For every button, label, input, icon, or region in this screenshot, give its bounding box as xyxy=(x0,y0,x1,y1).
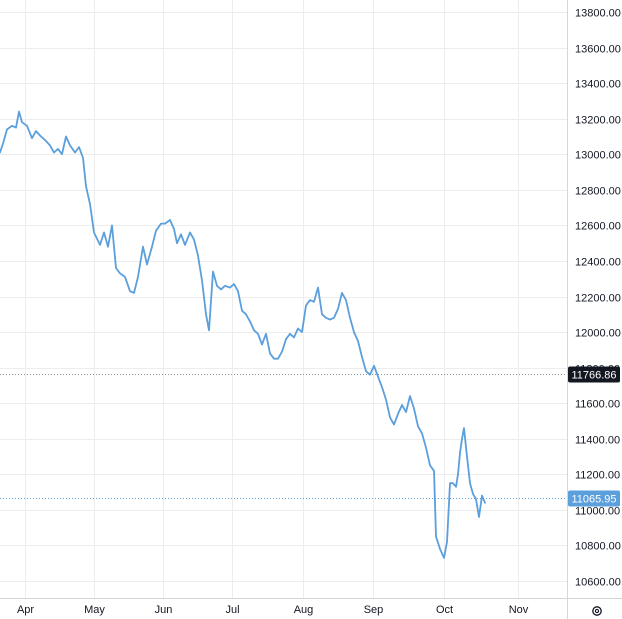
x-tick-label: Aug xyxy=(294,604,314,616)
y-tick-label: 10800.00 xyxy=(575,541,621,553)
x-tick-label: Jul xyxy=(225,604,239,616)
price-tag xyxy=(568,490,620,507)
price-level-lines xyxy=(0,374,567,499)
y-tick-label: 13400.00 xyxy=(575,79,621,91)
x-tick-label: Jun xyxy=(155,604,173,616)
y-tick-label: 12200.00 xyxy=(575,293,621,305)
y-tick-label: 13600.00 xyxy=(575,44,621,56)
price-tags: 11766.86 11065.95 xyxy=(568,366,620,507)
y-tick-label: 12400.00 xyxy=(575,257,621,269)
grid xyxy=(0,0,567,598)
gear-icon[interactable] xyxy=(592,606,602,616)
price-tag xyxy=(568,366,620,383)
series-layer xyxy=(0,110,486,559)
x-tick-label: Apr xyxy=(17,604,34,616)
price-tag-label: 11766.86 xyxy=(571,370,616,382)
y-tick-label: 10600.00 xyxy=(575,577,621,589)
x-tick-label: May xyxy=(84,604,105,616)
y-tick-label: 13200.00 xyxy=(575,115,621,127)
y-tick-label: 13800.00 xyxy=(575,8,621,20)
y-tick-label: 12800.00 xyxy=(575,186,621,198)
y-tick-label: 13000.00 xyxy=(575,150,621,162)
y-tick-label: 11200.00 xyxy=(575,470,620,482)
x-tick-label: Sep xyxy=(364,604,384,616)
price-tag-label: 11065.95 xyxy=(571,494,616,506)
y-tick-label: 12600.00 xyxy=(575,221,621,233)
x-tick-label: Oct xyxy=(436,604,453,616)
y-tick-label: 11000.00 xyxy=(575,506,620,518)
y-tick-label: 11400.00 xyxy=(575,435,620,447)
series-line[interactable] xyxy=(0,110,486,559)
x-tick-label: Nov xyxy=(509,604,529,616)
y-tick-label: 12000.00 xyxy=(575,328,621,340)
y-tick-label: 11600.00 xyxy=(575,399,620,411)
x-axis-labels: Apr May Jun Jul Aug Sep Oct Nov xyxy=(17,604,529,616)
